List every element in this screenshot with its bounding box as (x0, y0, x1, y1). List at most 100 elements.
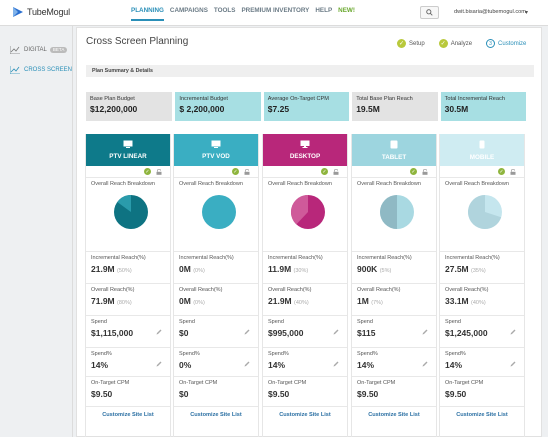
spend-pct-value[interactable]: 14% (91, 360, 109, 370)
field-label: Spend% (179, 351, 200, 357)
spend-value[interactable]: $0 (179, 328, 189, 338)
customize-site-list-link[interactable]: Customize Site List (440, 406, 524, 422)
reach-breakdown: Overall Reach Breakdown (174, 177, 258, 251)
spend-pct-value[interactable]: 0% (179, 360, 192, 370)
spend-value[interactable]: $1,115,000 (91, 328, 134, 338)
unlock-icon[interactable] (244, 168, 250, 175)
unlock-icon[interactable] (510, 168, 516, 175)
field-label: Spend% (357, 351, 378, 357)
tv-icon (211, 140, 221, 150)
sidebar-item-cross-screen[interactable]: CROSS SCREEN (10, 66, 72, 74)
step-label: Setup (409, 40, 425, 47)
field-label: Overall Reach Breakdown (445, 181, 509, 187)
reach-breakdown: Overall Reach Breakdown (86, 177, 170, 251)
field-label: On-Target CPM (179, 380, 218, 386)
tubemogul-logo-icon (13, 7, 23, 17)
step-setup[interactable]: ✓ Setup (397, 39, 425, 48)
spend-percent: Spend% 14% (263, 347, 347, 376)
spend-pct-value[interactable]: 14% (268, 360, 286, 370)
incremental-reach: Incremental Reach(%) 0M (0%) (174, 251, 258, 283)
spend-pct-value[interactable]: 14% (445, 360, 463, 370)
tablet-icon (390, 140, 398, 151)
sidebar-item-digital[interactable]: DIGITAL BETA (10, 46, 68, 54)
device-column-mobile: MOBILE ✓ Overall Reach Breakdown Increme… (439, 134, 525, 437)
summary-label: Base Plan Budget (90, 96, 135, 102)
device-header[interactable]: TABLET (352, 134, 436, 166)
device-column-ptv-vod: PTV VOD ✓ Overall Reach Breakdown Increm… (173, 134, 259, 437)
spend-value[interactable]: $1,245,000 (445, 328, 488, 338)
check-icon[interactable]: ✓ (144, 168, 151, 175)
unlock-icon[interactable] (156, 168, 162, 175)
device-header[interactable]: DESKTOP (263, 134, 347, 166)
check-icon[interactable]: ✓ (410, 168, 417, 175)
pencil-icon[interactable] (422, 361, 428, 367)
pencil-icon[interactable] (510, 361, 516, 367)
summary-label: Average On-Target CPM (267, 96, 329, 102)
incremental-reach-pct: (30%) (293, 268, 309, 274)
nav-new[interactable]: NEW! (338, 7, 355, 14)
customize-site-list-link[interactable]: Customize Site List (174, 406, 258, 422)
customize-site-list-link[interactable]: Customize Site List (352, 406, 436, 422)
device-header[interactable]: MOBILE (440, 134, 524, 166)
check-icon[interactable]: ✓ (498, 168, 505, 175)
mobile-icon (479, 140, 485, 151)
nav-campaigns[interactable]: CAMPAIGNS (169, 7, 208, 14)
pencil-icon[interactable] (422, 329, 428, 335)
field-label: Incremental Reach(%) (179, 255, 234, 261)
overall-reach-value: 71.9M (91, 296, 115, 306)
field-label: On-Target CPM (445, 380, 484, 386)
customize-site-list-link[interactable]: Customize Site List (86, 406, 170, 422)
pencil-icon[interactable] (156, 361, 162, 367)
field-value: 11.9M (30%) (268, 264, 347, 274)
nav-planning[interactable]: PLANNING (131, 7, 164, 21)
device-column-tablet: TABLET ✓ Overall Reach Breakdown Increme… (351, 134, 437, 437)
device-header[interactable]: PTV LINEAR (86, 134, 170, 166)
step-label: Analyze (450, 40, 473, 47)
unlock-icon[interactable] (422, 168, 428, 175)
device-header[interactable]: PTV VOD (174, 134, 258, 166)
summary-label: Total Incremental Reach (444, 96, 505, 102)
pencil-icon[interactable] (333, 361, 339, 367)
spend-value[interactable]: $115 (357, 328, 376, 338)
device-tools: ✓ (440, 166, 524, 177)
overall-reach-value: 21.9M (268, 296, 292, 306)
step-analyze[interactable]: ✓ Analyze (438, 39, 473, 48)
field-label: Spend (179, 319, 195, 325)
nav-premium-inventory[interactable]: PREMIUM INVENTORY (241, 7, 310, 14)
device-column-desktop: DESKTOP ✓ Overall Reach Breakdown Increm… (262, 134, 348, 437)
step-customize[interactable]: 3 Customize (486, 39, 526, 48)
field-value: 0M (0%) (179, 296, 258, 306)
incremental-reach: Incremental Reach(%) 11.9M (30%) (263, 251, 347, 283)
incremental-reach-pct: (5%) (379, 268, 392, 274)
pencil-icon[interactable] (244, 361, 250, 367)
overall-reach-pct: (7%) (371, 300, 383, 306)
summary-value: $12,200,000 (90, 104, 138, 114)
field-value: 71.9M (80%) (91, 296, 170, 306)
check-icon: ✓ (397, 39, 406, 48)
customize-site-list-link[interactable]: Customize Site List (263, 406, 347, 422)
pencil-icon[interactable] (333, 329, 339, 335)
incremental-reach: Incremental Reach(%) 900K (5%) (352, 251, 436, 283)
summary-total-incremental-reach: Total Incremental Reach 30.5M (440, 92, 527, 121)
pencil-icon[interactable] (244, 329, 250, 335)
nav-help[interactable]: HELP (315, 7, 333, 14)
chevron-down-icon[interactable]: ▾ (525, 10, 529, 16)
search-button[interactable] (420, 6, 439, 19)
nav-tools[interactable]: TOOLS (213, 7, 236, 14)
spend-percent: Spend% 14% (352, 347, 436, 376)
pencil-icon[interactable] (510, 329, 516, 335)
summary-value: $ 2,200,000 (179, 104, 225, 114)
spend-pct-value[interactable]: 14% (357, 360, 375, 370)
overall-reach-value: 0M (179, 296, 191, 306)
reach-pie-chart (201, 195, 236, 229)
field-label: Spend (445, 319, 461, 325)
pencil-icon[interactable] (156, 329, 162, 335)
unlock-icon[interactable] (333, 168, 339, 175)
tv-icon (123, 140, 133, 150)
device-column-ptv-linear: PTV LINEAR ✓ Overall Reach Breakdown Inc… (85, 134, 171, 437)
user-email[interactable]: dwit.bisaria@tubemogul.com (454, 9, 526, 15)
brand-logo[interactable]: TubeMogul (12, 6, 70, 18)
check-icon[interactable]: ✓ (321, 168, 328, 175)
check-icon[interactable]: ✓ (232, 168, 239, 175)
spend-value[interactable]: $995,000 (268, 328, 304, 338)
